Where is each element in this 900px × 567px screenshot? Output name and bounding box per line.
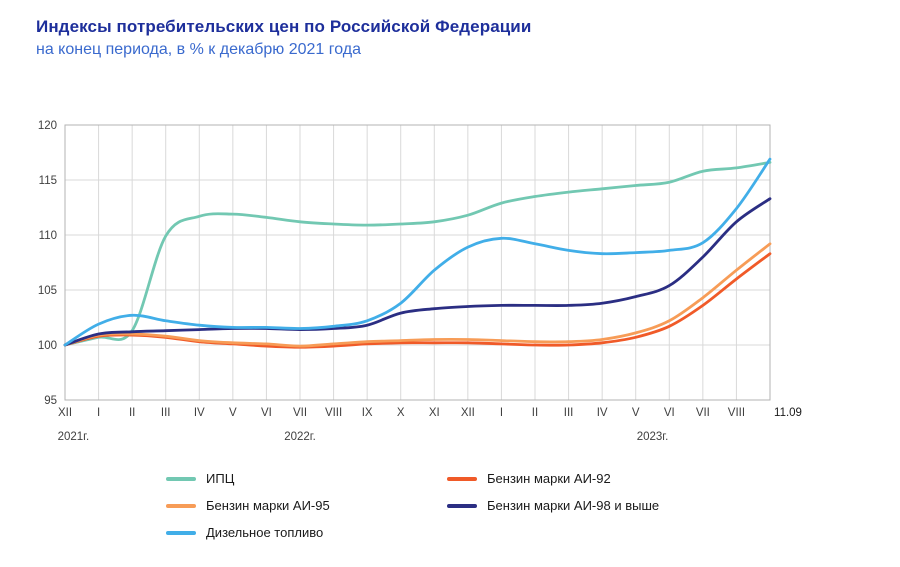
svg-text:III: III (564, 407, 574, 419)
series-line-Дизельное топливо (63, 157, 772, 347)
svg-text:115: 115 (39, 175, 57, 187)
svg-text:XII: XII (58, 407, 72, 419)
legend-swatch (166, 476, 196, 481)
svg-text:VIII: VIII (728, 407, 745, 419)
legend-swatch (166, 530, 196, 535)
year-label: 2022г. (284, 431, 316, 443)
svg-text:V: V (229, 407, 237, 419)
y-axis-labels: 95 100 105 110 115 120 (38, 120, 57, 407)
svg-text:IV: IV (597, 407, 608, 419)
chart-subtitle: на конец периода, в % к декабрю 2021 год… (36, 41, 362, 58)
svg-text:IX: IX (362, 407, 373, 419)
legend-label: ИПЦ (206, 471, 235, 486)
svg-text:VI: VI (261, 407, 272, 419)
series-line-Бензин марки АИ-92 (63, 252, 772, 349)
svg-text:110: 110 (39, 230, 57, 242)
legend-swatch (447, 476, 477, 481)
svg-text:105: 105 (38, 285, 57, 297)
series-line-Бензин марки АИ-95 (63, 242, 772, 348)
legend-item: Бензин марки АИ-92 (447, 470, 659, 487)
legend-swatch (166, 503, 196, 508)
svg-text:XII: XII (461, 407, 475, 419)
year-label: 2021г. (58, 431, 90, 443)
svg-text:11.09: 11.09 (774, 407, 802, 419)
gridlines (64, 124, 771, 401)
legend-label: Бензин марки АИ-98 и выше (487, 498, 660, 513)
legend-label: Дизельное топливо (206, 525, 324, 540)
svg-text:V: V (632, 407, 640, 419)
svg-text:III: III (161, 407, 171, 419)
legend-item: ИПЦ (166, 470, 447, 487)
svg-text:VI: VI (664, 407, 675, 419)
svg-text:X: X (397, 407, 405, 419)
legend-item: Дизельное топливо (166, 524, 447, 541)
plot-border (64, 124, 771, 401)
year-labels: 2021г. 2022г. 2023г. (58, 431, 669, 443)
year-label: 2023г. (637, 431, 669, 443)
legend-label: Бензин марки АИ-95 (206, 498, 330, 513)
svg-text:II: II (532, 407, 538, 419)
svg-text:VII: VII (696, 407, 710, 419)
series-line-ИПЦ (63, 161, 772, 347)
chart-title: Индексы потребительских цен по Российско… (36, 17, 532, 36)
svg-text:I: I (500, 407, 503, 419)
x-axis-labels: XII I II III IV V VI VII VIII IX X XI XII I II III IV V VI… (58, 407, 802, 419)
chart-legend: ИПЦ Бензин марки АИ-92 Бензин марки АИ-95 Б… (166, 470, 659, 541)
svg-text:XI: XI (429, 407, 440, 419)
legend-item: Бензин марки АИ-95 (166, 497, 447, 514)
svg-text:I: I (97, 407, 100, 419)
svg-text:IV: IV (194, 407, 205, 419)
svg-text:120: 120 (38, 120, 57, 132)
legend-label: Бензин марки АИ-92 (487, 471, 611, 486)
svg-text:VIII: VIII (325, 407, 342, 419)
svg-text:II: II (129, 407, 135, 419)
svg-text:100: 100 (38, 340, 57, 352)
svg-text:VII: VII (293, 407, 307, 419)
legend-item: Бензин марки АИ-98 и выше (447, 497, 659, 514)
legend-swatch (447, 503, 477, 508)
series-line-Бензин марки АИ-98 и выше (63, 197, 772, 347)
svg-text:95: 95 (44, 395, 57, 407)
